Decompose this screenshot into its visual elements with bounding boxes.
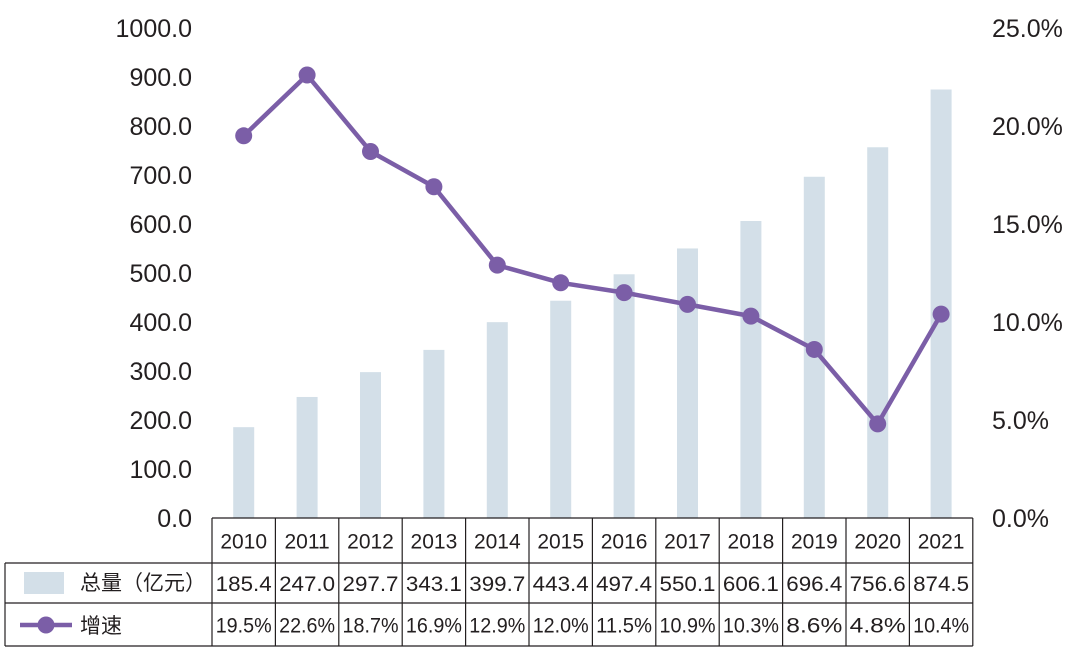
table-value-total-2020: 756.6 bbox=[850, 573, 906, 596]
left-tick-label: 900.0 bbox=[129, 64, 192, 92]
growth-point-2014 bbox=[488, 256, 506, 274]
growth-point-2012 bbox=[362, 142, 379, 160]
table-value-total-2015: 443.4 bbox=[533, 573, 589, 596]
table-value-growth-2015: 12.0% bbox=[533, 615, 589, 638]
table-year-2019: 2019 bbox=[791, 531, 838, 554]
left-tick-label: 800.0 bbox=[129, 113, 192, 141]
table-year-2016: 2016 bbox=[601, 531, 648, 554]
table-value-total-2018: 606.1 bbox=[723, 573, 779, 596]
table-value-total-2011: 247.0 bbox=[279, 573, 335, 596]
table-year-2010: 2010 bbox=[220, 531, 267, 554]
growth-point-2010 bbox=[235, 127, 253, 145]
left-tick-label: 300.0 bbox=[129, 358, 192, 386]
bar-2021 bbox=[930, 89, 952, 519]
right-tick-label: 15.0% bbox=[992, 211, 1063, 239]
left-tick-label: 1000.0 bbox=[116, 15, 192, 43]
left-tick-label: 500.0 bbox=[129, 260, 192, 288]
left-tick-label: 600.0 bbox=[129, 211, 192, 239]
growth-point-2011 bbox=[298, 66, 316, 84]
growth-point-2017 bbox=[679, 295, 696, 313]
table-value-growth-2012: 18.7% bbox=[343, 615, 399, 638]
table-value-growth-2014: 12.9% bbox=[469, 615, 525, 638]
growth-point-2021 bbox=[932, 305, 950, 323]
growth-point-2016 bbox=[615, 284, 633, 302]
right-tick-label: 25.0% bbox=[992, 15, 1063, 43]
table-value-total-2016: 497.4 bbox=[596, 573, 652, 596]
table-year-2012: 2012 bbox=[347, 531, 394, 554]
left-tick-label: 700.0 bbox=[129, 162, 192, 190]
legend-bar-swatch bbox=[24, 572, 64, 594]
bar-2010 bbox=[233, 427, 255, 518]
growth-point-2013 bbox=[425, 178, 443, 196]
table-value-growth-2010: 19.5% bbox=[216, 615, 272, 638]
table-value-total-2010: 185.4 bbox=[216, 573, 272, 596]
table-year-2015: 2015 bbox=[537, 531, 584, 554]
left-tick-label: 100.0 bbox=[129, 456, 192, 484]
right-tick-label: 5.0% bbox=[992, 407, 1049, 435]
right-tick-label: 10.0% bbox=[992, 309, 1063, 337]
line-series bbox=[235, 66, 950, 433]
table-value-growth-2017: 10.9% bbox=[660, 615, 716, 638]
bar-2015 bbox=[550, 300, 572, 518]
left-tick-label: 0.0 bbox=[157, 505, 192, 533]
table-value-growth-2013: 16.9% bbox=[406, 615, 462, 638]
table-value-growth-2021: 10.4% bbox=[913, 615, 969, 638]
legend-line-label: 增速 bbox=[80, 614, 122, 638]
table-value-total-2012: 297.7 bbox=[343, 573, 399, 596]
table-value-growth-2019: 8.6% bbox=[786, 615, 842, 638]
growth-point-2019 bbox=[805, 340, 823, 358]
right-tick-label: 0.0% bbox=[992, 505, 1049, 533]
table-year-2011: 2011 bbox=[285, 531, 330, 554]
bar-2017 bbox=[677, 248, 698, 519]
table-year-2013: 2013 bbox=[411, 531, 458, 554]
table-value-total-2021: 874.5 bbox=[913, 573, 969, 596]
bar-2011 bbox=[296, 396, 318, 518]
table-year-2021: 2021 bbox=[918, 531, 965, 554]
bar-2012 bbox=[360, 372, 381, 518]
table-value-total-2019: 696.4 bbox=[786, 573, 842, 596]
table-value-growth-2016: 11.5% bbox=[596, 615, 652, 638]
legend-bar-label: 总量（亿元） bbox=[80, 571, 206, 595]
bar-2016 bbox=[613, 274, 635, 518]
left-tick-label: 200.0 bbox=[129, 407, 192, 435]
growth-point-2020 bbox=[869, 415, 887, 433]
table-year-2017: 2017 bbox=[664, 531, 711, 554]
left-tick-label: 400.0 bbox=[129, 309, 192, 337]
data-table: 2010 2011 2012 2013 2014 2015 2016 2017 2018 2019… bbox=[4, 517, 974, 647]
bar-series bbox=[233, 89, 952, 519]
bar-2014 bbox=[486, 322, 508, 518]
bar-2013 bbox=[423, 349, 445, 518]
table-value-total-2014: 399.7 bbox=[469, 573, 525, 596]
bar-2018 bbox=[740, 221, 762, 519]
bar-2020 bbox=[867, 147, 889, 519]
table-value-growth-2018: 10.3% bbox=[723, 615, 779, 638]
growth-point-2015 bbox=[552, 274, 570, 292]
table-value-growth-2011: 22.6% bbox=[279, 615, 335, 638]
legend-line-marker bbox=[37, 616, 55, 634]
left-axis-ticks: 0.0 100.0 200.0 300.0 400.0 500.0 600.0 700.0 80… bbox=[116, 15, 192, 533]
table-value-total-2013: 343.1 bbox=[406, 573, 462, 596]
table-value-growth-2020: 4.8% bbox=[850, 615, 906, 638]
right-axis-ticks: 0.0% 5.0% 10.0% 15.0% 20.0% 25.0% bbox=[992, 15, 1063, 533]
growth-line bbox=[242, 72, 944, 427]
table-year-2014: 2014 bbox=[474, 531, 521, 554]
table-year-2018: 2018 bbox=[728, 531, 775, 554]
right-tick-label: 20.0% bbox=[992, 113, 1063, 141]
table-value-total-2017: 550.1 bbox=[660, 573, 716, 596]
table-year-2020: 2020 bbox=[854, 531, 901, 554]
growth-point-2018 bbox=[742, 307, 760, 325]
